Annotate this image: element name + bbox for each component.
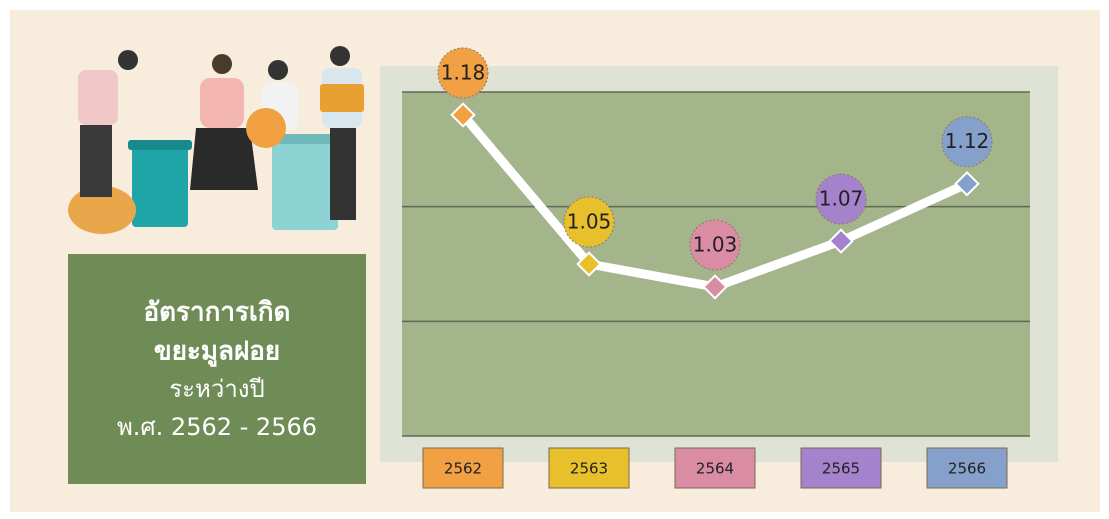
title-line: ระหว่างปี [169, 375, 265, 403]
title-line: ขยะมูลฝอย [154, 337, 280, 368]
value-label: 1.18 [441, 60, 486, 84]
x-tick-label: 2565 [822, 460, 860, 478]
value-label: 1.05 [567, 210, 612, 234]
x-tick-label: 2566 [948, 460, 986, 478]
title-line: อัตราการเกิด [144, 298, 291, 328]
x-tick-label: 2562 [444, 460, 482, 478]
title-line: พ.ศ. 2562 - 2566 [117, 413, 317, 441]
x-tick-label: 2563 [570, 460, 608, 478]
value-label: 1.07 [819, 187, 864, 211]
value-label: 1.12 [945, 129, 990, 153]
value-label: 1.03 [693, 232, 738, 256]
x-tick-label: 2564 [696, 460, 734, 478]
title-box [68, 254, 366, 484]
page: อัตราการเกิด ขยะมูลฝอย ระหว่างปี พ.ศ. 25… [0, 0, 1109, 519]
